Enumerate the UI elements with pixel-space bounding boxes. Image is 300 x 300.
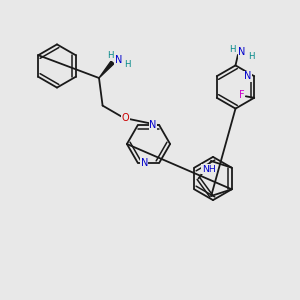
Text: F: F [239, 90, 244, 100]
Text: N: N [238, 47, 246, 57]
Text: H: H [124, 60, 131, 69]
Text: N: N [115, 55, 122, 65]
Text: N: N [141, 158, 148, 168]
Text: N: N [244, 71, 251, 81]
Text: NH: NH [202, 165, 216, 174]
Text: H: H [248, 52, 254, 61]
Text: N: N [149, 120, 156, 130]
Text: H: H [229, 45, 236, 54]
Polygon shape [99, 61, 114, 78]
Text: O: O [122, 113, 130, 123]
Text: H: H [107, 51, 113, 60]
